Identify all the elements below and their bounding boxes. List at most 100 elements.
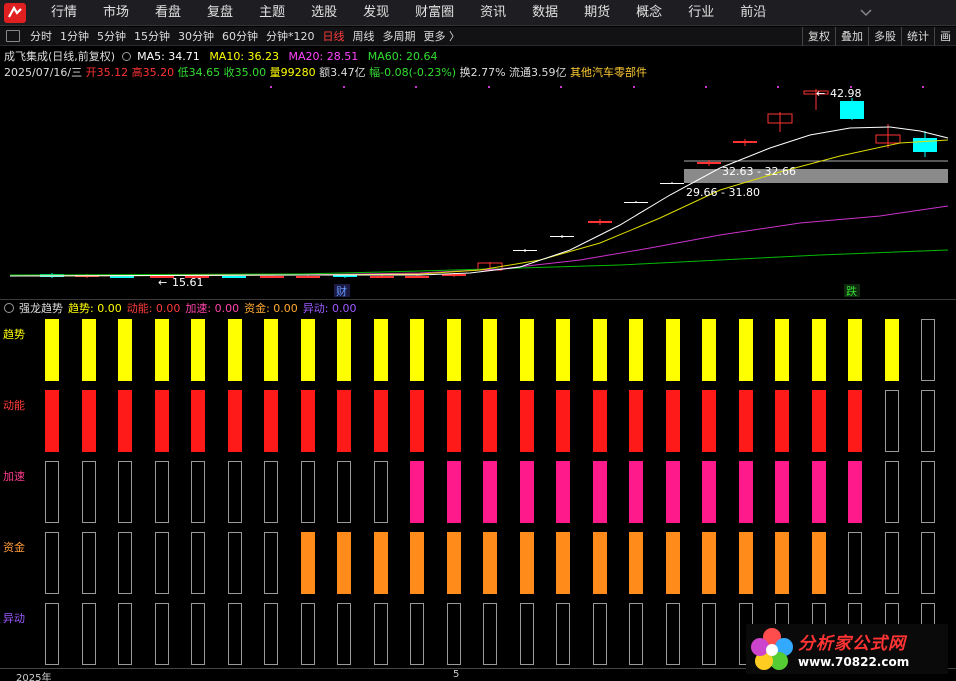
menu-item[interactable]: 财富圈 bbox=[415, 4, 455, 20]
toolbar-button[interactable]: 画 bbox=[934, 26, 956, 46]
period-tab[interactable]: 周线 bbox=[352, 30, 375, 43]
toolbar-button[interactable]: 叠加 bbox=[835, 26, 868, 46]
indicator-bar bbox=[81, 603, 96, 665]
ma20-line bbox=[9, 205, 949, 277]
indicator-bar bbox=[811, 532, 826, 594]
menu-item[interactable]: 资讯 bbox=[480, 4, 507, 20]
indicator-bar bbox=[921, 461, 935, 523]
menu-item[interactable]: 行业 bbox=[688, 4, 715, 20]
indicator-bar bbox=[264, 532, 278, 594]
indicator-bar bbox=[629, 390, 643, 452]
event-dots bbox=[270, 86, 924, 88]
indicator-bar bbox=[592, 461, 607, 523]
menu-item[interactable]: 市场 bbox=[103, 4, 130, 20]
price-range-band bbox=[684, 169, 948, 183]
menu-item[interactable]: 选股 bbox=[311, 4, 338, 20]
menu-item[interactable]: 期货 bbox=[584, 4, 611, 20]
kline-chart[interactable]: 42.98 ← 32.63 - 32.66 29.66 - 31.80 ← 15… bbox=[0, 80, 956, 298]
indicator-bar bbox=[410, 603, 424, 665]
settings-icon[interactable] bbox=[121, 52, 131, 61]
period-tab[interactable]: 日线 bbox=[322, 30, 345, 43]
menu-item[interactable]: 看盘 bbox=[155, 4, 182, 20]
marker-die-bg bbox=[844, 284, 860, 297]
watermark-url: www.70822.com bbox=[798, 655, 910, 669]
indicator-bar bbox=[848, 390, 862, 452]
indicator-bar bbox=[154, 532, 169, 594]
indicator-bar bbox=[629, 532, 643, 594]
indicator-bar bbox=[738, 461, 753, 523]
indicator-bar bbox=[118, 603, 132, 665]
menu-item[interactable]: 主题 bbox=[259, 4, 286, 20]
indicator-bar bbox=[227, 390, 242, 452]
toolbar-button[interactable]: 多股 bbox=[868, 26, 901, 46]
indicator-bar bbox=[264, 390, 278, 452]
period-tab[interactable]: 分钟*120 bbox=[266, 30, 315, 43]
quote-sector[interactable]: 其他汽车零部件 bbox=[570, 66, 648, 79]
indicator-bar bbox=[154, 319, 169, 381]
period-tab[interactable]: 分时 bbox=[30, 30, 52, 43]
quote-open: 开35.12 bbox=[85, 66, 129, 79]
indicator-bar bbox=[921, 319, 935, 381]
indicator-bar bbox=[738, 390, 753, 452]
indicator-bar bbox=[556, 461, 570, 523]
period-tab[interactable]: 1分钟 bbox=[60, 30, 89, 43]
watermark-title: 分析家公式网 bbox=[798, 634, 906, 654]
indicator-bar bbox=[811, 319, 826, 381]
indicator-bar bbox=[884, 461, 899, 523]
indicator-bar bbox=[848, 319, 862, 381]
indicator-bar bbox=[337, 603, 351, 665]
indicator-panel[interactable]: 趋势 动能 加速 资金 异动 bbox=[0, 316, 956, 668]
low-price-label: 15.61 bbox=[172, 276, 204, 289]
menu-item[interactable]: 概念 bbox=[636, 4, 663, 20]
indicator-row-label: 资金 bbox=[3, 541, 25, 554]
indicator-row-label: 动能 bbox=[3, 399, 25, 412]
marker-cai[interactable]: 财 bbox=[336, 284, 347, 298]
indicator-bar bbox=[373, 390, 388, 452]
indicator-bar bbox=[191, 603, 205, 665]
ma20-label: MA20: 28.51 bbox=[288, 50, 359, 63]
period-tab[interactable]: 更多 〉 bbox=[423, 30, 461, 43]
menu-item[interactable]: 复盘 bbox=[207, 4, 234, 20]
indicator-bar bbox=[337, 390, 351, 452]
menu-item[interactable]: 数据 bbox=[532, 4, 559, 20]
period-tab[interactable]: 多周期 bbox=[382, 30, 416, 43]
period-tab[interactable]: 60分钟 bbox=[222, 30, 258, 43]
indicator-bar bbox=[300, 390, 315, 452]
marker-die[interactable]: 跌 bbox=[846, 284, 857, 298]
indicator-bar bbox=[884, 390, 899, 452]
panel-toggle-icon[interactable] bbox=[6, 30, 20, 42]
indicator-bar bbox=[118, 319, 132, 381]
indicator-bar bbox=[592, 603, 607, 665]
quote-info-line: 2025/07/16/三 开35.12 高35.20 低34.65 收35.00… bbox=[4, 64, 647, 80]
menu-item[interactable]: 前沿 bbox=[740, 4, 767, 20]
indicator-bar bbox=[702, 603, 716, 665]
indicator-bar bbox=[592, 390, 607, 452]
ma5-label: MA5: 34.71 bbox=[137, 50, 200, 63]
indicator-header: 强龙趋势 趋势: 0.00 动能: 0.00 加速: 0.00 资金: 0.00… bbox=[0, 299, 956, 315]
chevron-down-icon[interactable] bbox=[860, 0, 874, 26]
indicator-bar bbox=[45, 390, 59, 452]
toolbar-button[interactable]: 复权 bbox=[802, 26, 835, 46]
indicator-bar bbox=[191, 532, 205, 594]
ma-info-line: 成飞集成(日线,前复权) MA5: 34.71 MA10: 36.23 MA20… bbox=[4, 48, 437, 64]
indicator-bar bbox=[519, 532, 534, 594]
indicator-bar bbox=[483, 390, 497, 452]
indicator-bar bbox=[519, 319, 534, 381]
stock-title: 成飞集成(日线,前复权) bbox=[4, 50, 116, 63]
toolbar-button[interactable]: 统计 bbox=[901, 26, 934, 46]
indicator-bar bbox=[227, 603, 242, 665]
indicator-bar bbox=[483, 461, 497, 523]
high-arrow-icon: ← bbox=[816, 87, 825, 100]
quote-close: 收35.00 bbox=[223, 66, 267, 79]
menu-item[interactable]: 行情 bbox=[51, 4, 78, 20]
period-tab[interactable]: 30分钟 bbox=[178, 30, 214, 43]
period-tab[interactable]: 5分钟 bbox=[97, 30, 126, 43]
indicator-qushi: 趋势: 0.00 bbox=[68, 301, 122, 315]
indicator-bar bbox=[300, 603, 315, 665]
indicator-name[interactable]: 强龙趋势 bbox=[19, 301, 63, 315]
period-tab[interactable]: 15分钟 bbox=[134, 30, 170, 43]
indicator-bar bbox=[483, 319, 497, 381]
menu-item[interactable]: 发现 bbox=[363, 4, 390, 20]
collapse-icon[interactable] bbox=[4, 302, 14, 313]
app-logo-icon[interactable] bbox=[2, 2, 28, 24]
